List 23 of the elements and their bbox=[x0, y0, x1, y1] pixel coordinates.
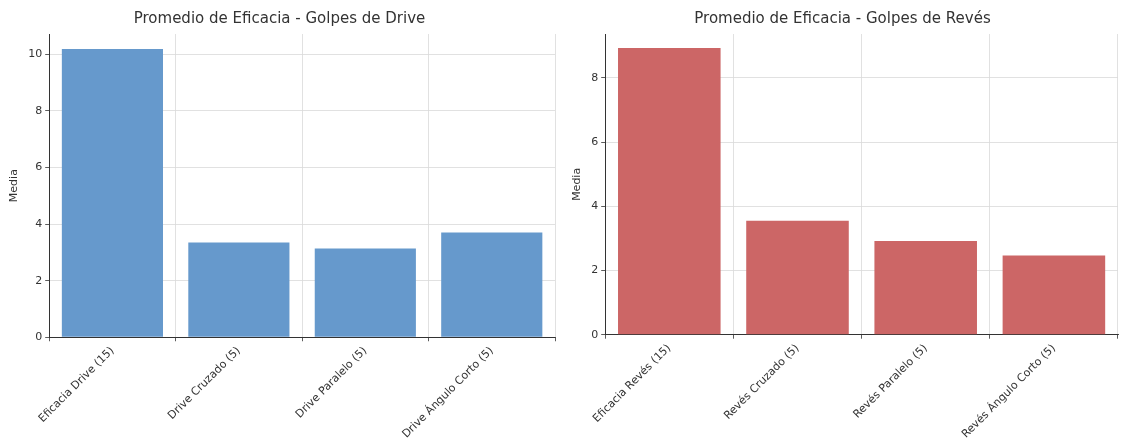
y-tick-label: 6 bbox=[591, 135, 599, 149]
y-tick-label: 0 bbox=[591, 327, 599, 341]
y-tick-label: 6 bbox=[35, 160, 43, 174]
y-tick-label: 4 bbox=[35, 216, 43, 230]
bar bbox=[618, 48, 721, 335]
bar bbox=[874, 241, 977, 335]
y-tick-label: 8 bbox=[35, 103, 43, 117]
y-tick-label: 4 bbox=[591, 199, 599, 213]
bar bbox=[1002, 255, 1106, 335]
bar bbox=[746, 220, 849, 335]
chart-title: Promedio de Eficacia - Golpes de Revés bbox=[694, 8, 991, 27]
y-tick-label: 0 bbox=[35, 330, 43, 344]
bar bbox=[441, 232, 543, 337]
y-tick-label: 8 bbox=[591, 70, 599, 84]
y-axis-title: Media bbox=[570, 167, 584, 201]
chart-title: Promedio de Eficacia - Golpes de Drive bbox=[133, 8, 426, 27]
bar bbox=[61, 48, 163, 337]
y-axis-title: Media bbox=[7, 169, 21, 203]
bar bbox=[188, 242, 290, 337]
y-tick-label: 2 bbox=[591, 263, 599, 277]
y-tick-label: 2 bbox=[35, 273, 43, 287]
bar bbox=[314, 248, 416, 337]
y-tick-label: 10 bbox=[28, 47, 43, 61]
